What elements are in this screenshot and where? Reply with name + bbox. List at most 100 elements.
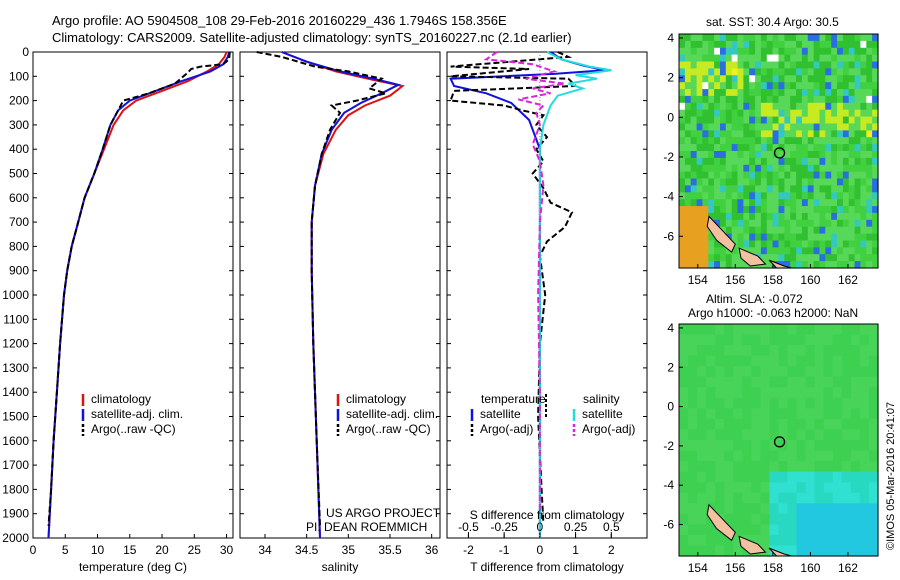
map-cell bbox=[778, 54, 785, 63]
map-cell bbox=[790, 116, 797, 125]
map-cell bbox=[697, 492, 707, 504]
map-cell bbox=[805, 397, 816, 409]
map-cell bbox=[869, 324, 879, 336]
map-y-tick-label: -2 bbox=[663, 439, 674, 453]
y-tick-label: 1400 bbox=[2, 385, 29, 399]
map-cell bbox=[860, 192, 867, 200]
map-cell bbox=[860, 164, 867, 173]
map-cell bbox=[842, 137, 850, 145]
map-cell bbox=[679, 324, 689, 336]
map-cell bbox=[772, 123, 780, 131]
land-island bbox=[706, 503, 736, 542]
map-cell bbox=[854, 212, 862, 221]
map-cell bbox=[725, 116, 733, 125]
map-cell bbox=[751, 366, 761, 378]
map-cell bbox=[801, 144, 809, 152]
map-cell bbox=[749, 192, 756, 200]
map-cell bbox=[760, 151, 768, 159]
map-cell bbox=[848, 178, 856, 186]
map-cell bbox=[684, 192, 692, 200]
map-cell bbox=[805, 513, 816, 525]
map-cell bbox=[807, 157, 815, 166]
map-cell bbox=[814, 397, 825, 409]
map-cell bbox=[733, 503, 743, 515]
map-cell bbox=[708, 185, 715, 193]
map-cell bbox=[708, 178, 715, 186]
map-cell bbox=[679, 185, 686, 193]
map-cell bbox=[708, 116, 715, 125]
y-tick-label: 1600 bbox=[2, 434, 29, 448]
map-cell bbox=[872, 185, 879, 193]
map-cell bbox=[714, 247, 721, 255]
map-cell bbox=[731, 247, 739, 255]
map-cell bbox=[769, 471, 780, 483]
map-cell bbox=[805, 429, 816, 441]
map-cell bbox=[690, 254, 698, 262]
map-cell bbox=[749, 95, 756, 104]
map-cell bbox=[725, 82, 733, 90]
map-cell bbox=[790, 157, 797, 166]
map-cell bbox=[697, 387, 707, 399]
map-x-tick-label: 154 bbox=[688, 561, 708, 575]
map-cell bbox=[848, 82, 856, 90]
map-cell bbox=[805, 387, 816, 399]
map-cell bbox=[814, 482, 825, 494]
map-cell bbox=[869, 366, 879, 378]
map-cell bbox=[749, 34, 756, 42]
map-cell bbox=[733, 408, 743, 420]
map-cell bbox=[708, 61, 715, 69]
map-cell bbox=[778, 345, 789, 357]
map-cell bbox=[872, 116, 879, 125]
map-cell bbox=[696, 151, 704, 159]
map-cell bbox=[860, 47, 867, 56]
map-cell bbox=[796, 109, 803, 118]
map-cell bbox=[823, 397, 834, 409]
map-cell bbox=[860, 212, 867, 221]
map-cell bbox=[832, 429, 843, 441]
map-cell bbox=[837, 185, 844, 193]
map-cell bbox=[760, 185, 768, 193]
map-cell bbox=[813, 185, 821, 193]
map-cell bbox=[760, 261, 768, 269]
map-cell bbox=[813, 206, 821, 214]
map-cell bbox=[866, 102, 873, 111]
map-cell bbox=[755, 54, 762, 63]
map-cell bbox=[755, 68, 762, 76]
map-cell bbox=[772, 178, 780, 186]
map-cell bbox=[766, 240, 774, 248]
map-cell bbox=[778, 366, 789, 378]
map-cell bbox=[697, 450, 707, 462]
map-cell bbox=[823, 334, 834, 346]
map-cell bbox=[842, 199, 850, 207]
map-cell bbox=[679, 157, 686, 166]
map-cell bbox=[697, 513, 707, 525]
map-cell bbox=[842, 164, 850, 173]
map-cell bbox=[850, 355, 861, 367]
map-cell bbox=[714, 54, 721, 63]
map-y-tick-label: 2 bbox=[667, 71, 674, 85]
map-cell bbox=[755, 130, 762, 138]
map-cell bbox=[731, 82, 739, 90]
map-cell bbox=[796, 513, 807, 525]
map-cell bbox=[714, 40, 721, 49]
map-cell bbox=[690, 199, 698, 207]
map-cell bbox=[850, 450, 861, 462]
map-cell bbox=[743, 95, 750, 104]
map-cell bbox=[801, 212, 809, 221]
map-cell bbox=[696, 123, 704, 131]
map-cell bbox=[766, 192, 774, 200]
map-cell bbox=[697, 408, 707, 420]
map-cell bbox=[760, 54, 768, 63]
map-cell bbox=[832, 524, 843, 536]
map-cell bbox=[755, 95, 762, 104]
map-cell bbox=[755, 102, 762, 111]
map-cell bbox=[742, 397, 752, 409]
map-cell bbox=[848, 212, 856, 221]
map-cell bbox=[872, 171, 879, 180]
map-cell bbox=[796, 178, 803, 186]
top-axis-tick-label: -0.25 bbox=[490, 520, 518, 534]
x-tick-label: 0 bbox=[537, 543, 544, 557]
map-cell bbox=[715, 376, 725, 388]
map-cell bbox=[796, 254, 803, 262]
